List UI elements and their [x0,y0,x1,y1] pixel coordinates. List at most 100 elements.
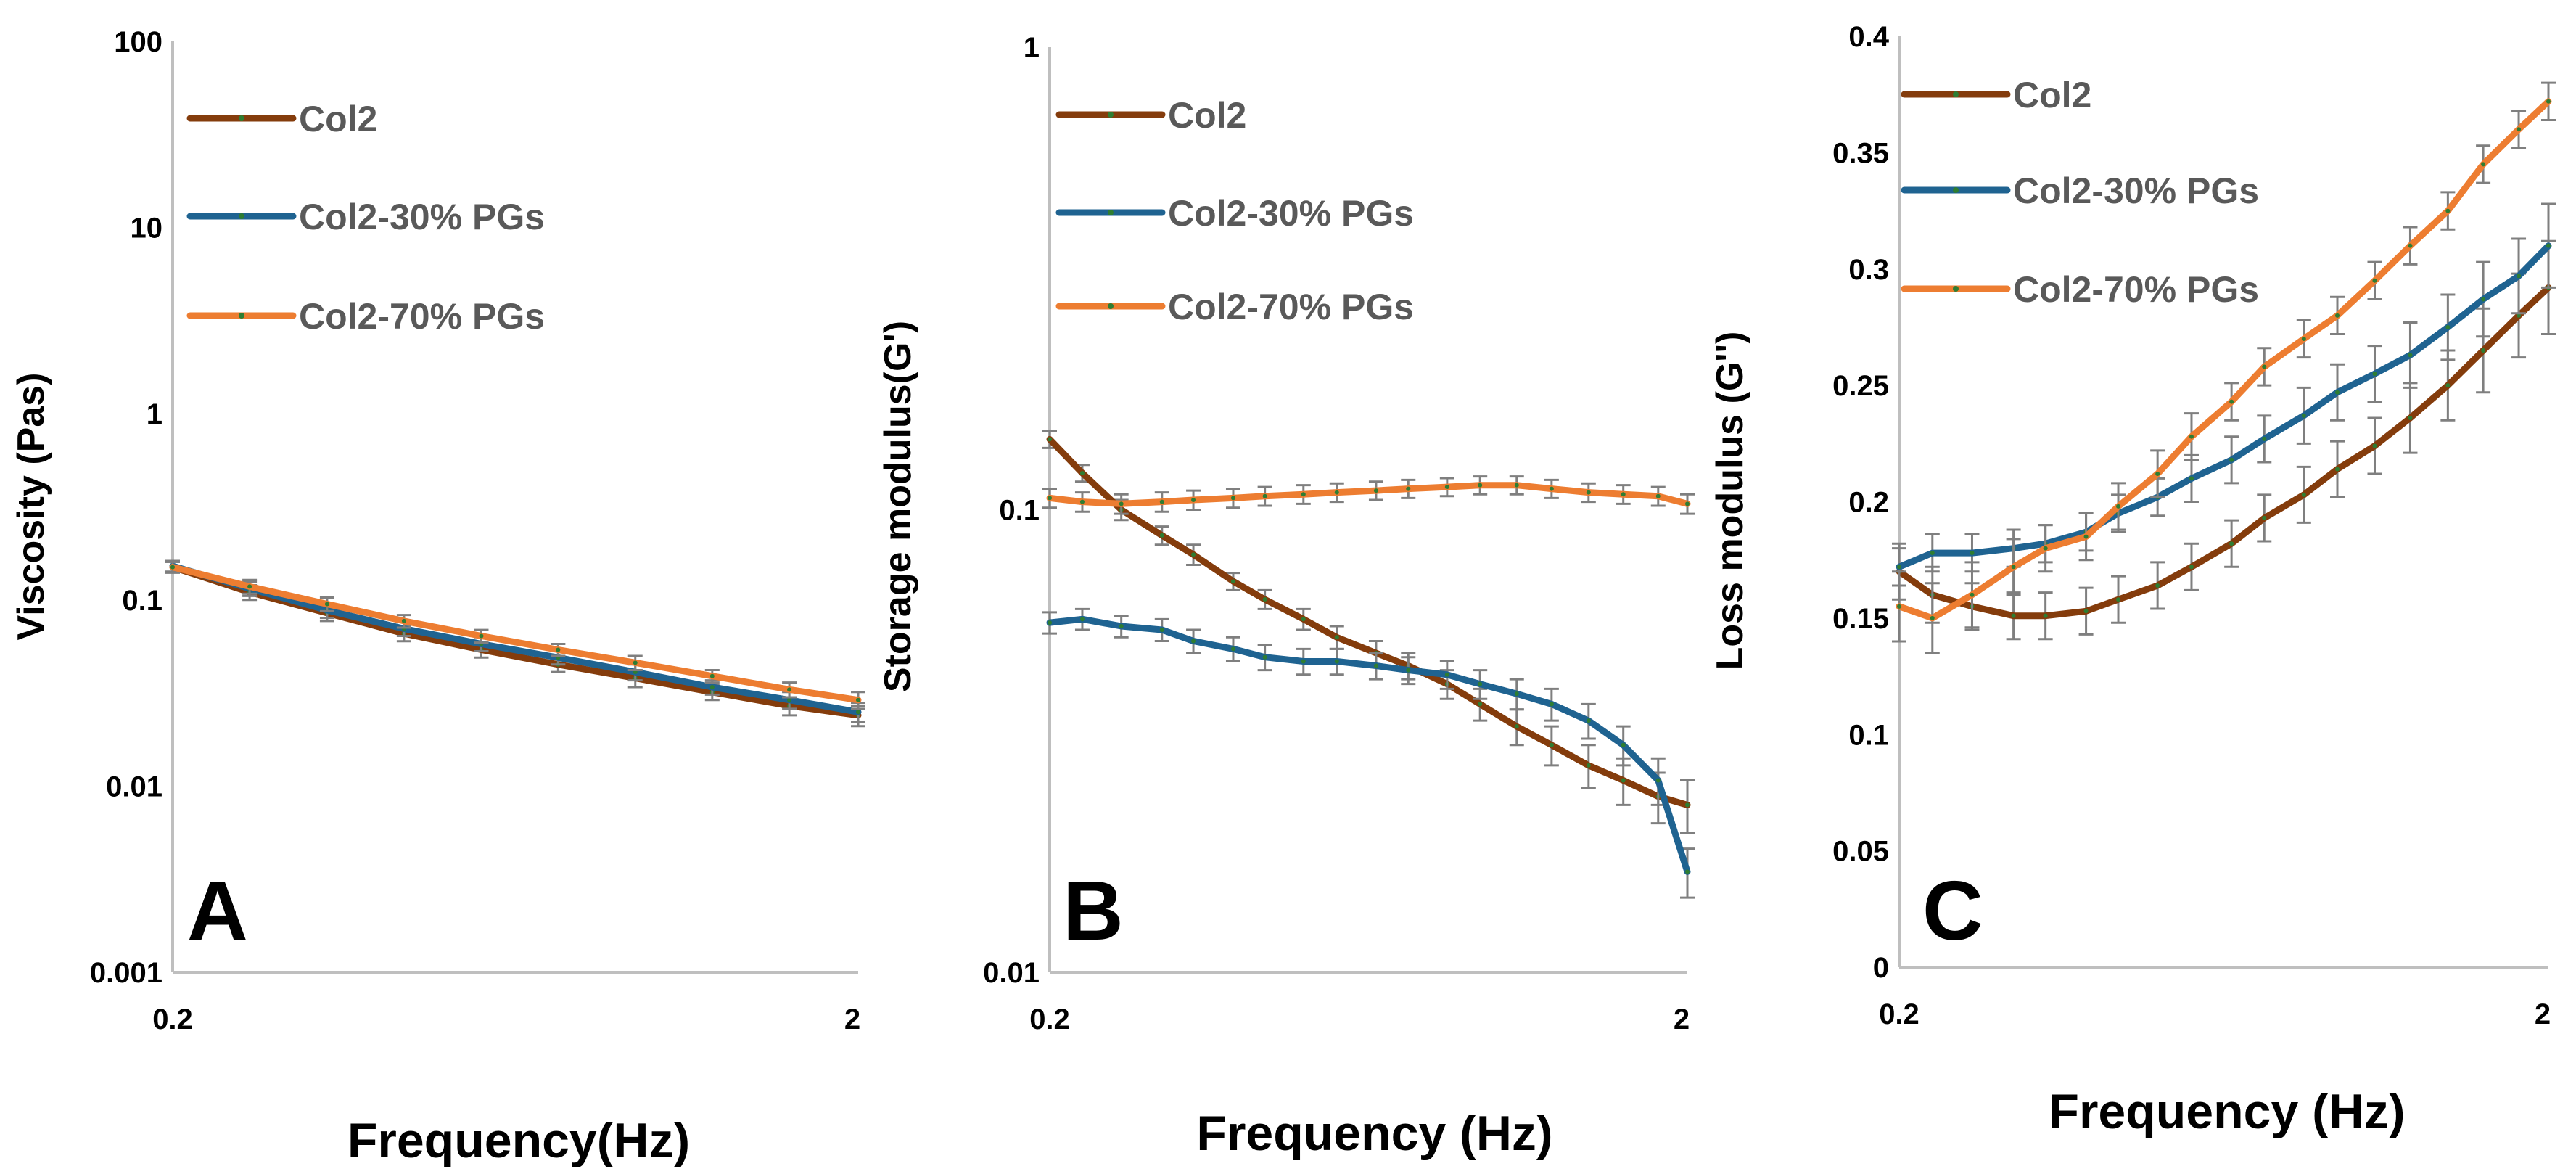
panel-b-data-point [1514,691,1519,697]
panel-c-line-col2 [1896,284,2552,620]
panel-c-data-point [2517,127,2522,132]
panel-a-xtick-label: 0.2 [152,1003,193,1035]
panel-c-data-point [2189,565,2194,570]
panel-b-data-point [1685,802,1690,808]
panel-a-legend-marker [239,313,244,319]
panel-c-data-point [2229,457,2234,462]
panel-b-data-point [1549,486,1554,491]
panel-c-data-point [2517,274,2522,279]
panel-b: 0.01 0.1 1 0.2 2 Storage modulus(G') Frequency… [877,32,1695,1161]
panel-b-data-point [1549,702,1554,707]
panel-c-data-point [1970,551,1975,556]
panel-b-data-point [1079,617,1085,622]
panel-b-data-point [1655,778,1661,783]
panel-b-data-point [1048,437,1052,442]
panel-c-data-point [2229,399,2234,404]
panel-b-data-point [1334,635,1339,640]
panel-a-ytick-label: 0.1 [122,585,162,617]
panel-c-data-point [1897,604,1901,609]
panel-b-xtick-label: 0.2 [1029,1003,1070,1035]
panel-b-data-point [1478,702,1483,707]
panel-c-data-point [2546,243,2551,248]
panel-b-data-point [1262,597,1267,602]
panel-c-data-point [2445,383,2451,388]
panel-b-data-point [1685,501,1690,506]
panel-b-data-point [1159,499,1164,504]
panel-b-data-point [1373,488,1378,493]
panel-c-ytick-label: 0.15 [1832,603,1889,635]
panel-b-data-point [1048,496,1052,501]
panel-a: 0.001 0.01 0.1 1 10 100 0.2 2 Viscosity (Pas) Fre… [10,26,865,1168]
panel-b-data-point [1301,492,1306,497]
panel-b-data-point [1119,624,1124,629]
panel-a-data-point [856,697,860,702]
panel-a-line-col2-30-pgs [169,562,862,715]
panel-c-legend-marker [1953,91,1959,97]
panel-b-data-point [1230,496,1235,501]
panel-b-data-point [1262,493,1267,498]
panel-b-label: B [1063,863,1124,958]
panel-b-data-point [1549,742,1554,747]
panel-c-data-point [2083,534,2089,539]
panel-c-data-point [1970,592,1975,597]
panel-c-data-point [2445,208,2451,213]
panel-b-legend-marker [1108,112,1114,118]
panel-b-legend-label: Col2-70% PGs [1168,287,1414,327]
panel-c-data-point [2043,613,2048,618]
panel-c-data-point [2408,416,2413,421]
panel-b-data-point [1334,659,1339,664]
panel-c-legend-marker [1953,286,1959,292]
panel-c-data-point [2335,467,2340,472]
panel-b-xtick-label: 2 [1674,1003,1690,1035]
panel-c-label: C [1922,863,1983,958]
panel-a-data-point [170,565,175,570]
panel-b-data-point [1586,490,1591,495]
panel-b-y-axis-label: Storage modulus(G') [877,321,919,692]
panel-b-data-point [1514,724,1519,729]
panel-c-data-point [2262,436,2267,441]
panel-b-series-2 [1042,475,1695,515]
panel-c-data-point [2083,609,2089,614]
panel-a-legend-marker [239,115,244,121]
panel-c-data-point [2372,278,2377,283]
panel-c-legend-label: Col2 [2013,75,2091,115]
panel-b-legend-label: Col2-30% PGs [1168,193,1414,234]
panel-c-xtick-label: 0.2 [1879,998,1919,1030]
panel-c-data-point [2546,99,2551,104]
panel-b-series-1 [1042,607,1695,899]
panel-c-legend-marker [1953,187,1959,193]
panel-a-ytick-label: 0.001 [90,957,162,989]
panel-c-ytick-label: 0.3 [1848,254,1889,286]
panel-c-data-point [1930,615,1935,620]
panel-a-legend-label: Col2 [299,99,377,139]
panel-c-data-point [2229,541,2234,546]
panel-a-legend-label: Col2-30% PGs [299,197,545,237]
panel-a-data-point [556,647,561,652]
panel-b-legend-marker [1108,303,1114,309]
panel-b-data-point [1230,579,1235,584]
panel-b-data-point [1514,483,1519,488]
panel-b-data-point [1478,681,1483,686]
panel-c-ytick-label: 0.4 [1848,21,1889,53]
panel-c-data-point [2155,472,2160,477]
panel-c-series-0 [1892,239,2556,641]
panel-b-data-point [1119,501,1124,506]
panel-c-ytick-label: 0.05 [1832,836,1889,868]
panel-b-data-point [1048,620,1052,625]
panel-c-data-point [2011,565,2016,570]
panel-c-ytick-label: 0.2 [1848,487,1889,519]
panel-b-legend-marker [1108,210,1114,215]
panel-c-data-point [2116,597,2121,602]
panel-b-data-point [1586,718,1591,723]
panel-a-y-axis-label: Viscosity (Pas) [10,372,52,640]
panel-a-legend-marker [239,213,244,219]
panel-c-y-axis-label: Loss modulus (G'') [1709,332,1751,670]
panel-c-data-point [2408,353,2413,358]
panel-a-ytick-label: 1 [147,398,162,430]
panel-b-data-point [1685,869,1690,874]
panel-c-data-point [2011,613,2016,618]
panel-c-ytick-label: 0.35 [1832,137,1889,169]
panel-b-ytick-label: 0.1 [999,495,1040,527]
panel-b-data-point [1191,552,1196,557]
panel-b-data-point [1621,778,1626,783]
